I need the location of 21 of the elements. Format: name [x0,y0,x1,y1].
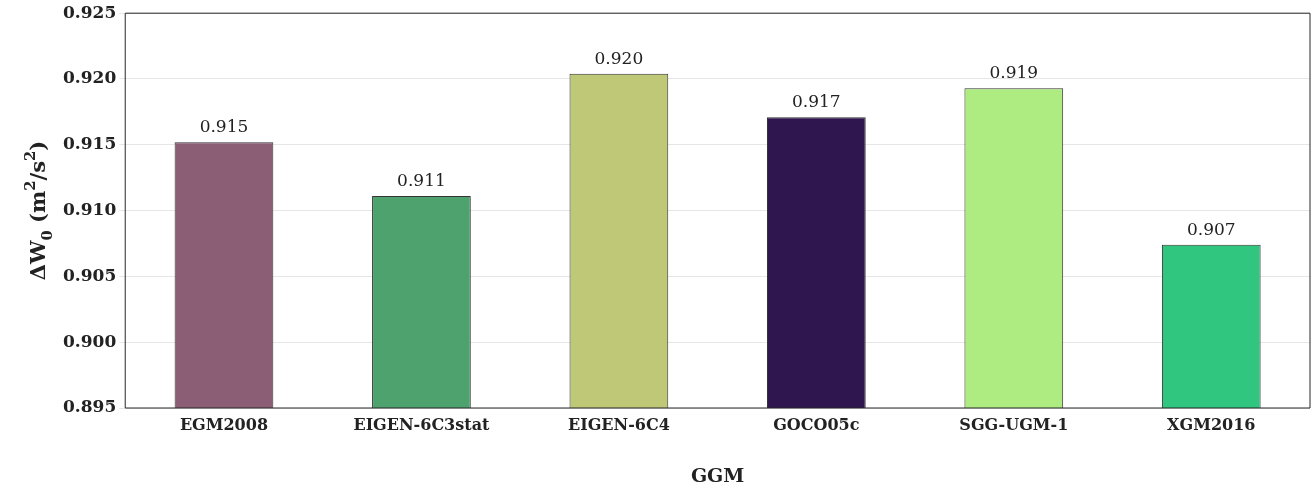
x-tick-label: GOCO05c [773,414,860,434]
y-tick-label: 0.895 [63,396,117,417]
y-tick-label: 0.910 [63,199,117,220]
x-tick-label: EIGEN-6C3stat [353,414,491,434]
data-label: 0.907 [1186,218,1236,239]
x-axis-title: GGM [690,463,745,486]
data-label: 0.911 [397,170,446,191]
y-tick-label: 0.915 [63,133,117,154]
y-tick-label: 0.920 [63,67,117,88]
data-label: 0.915 [199,116,249,137]
x-tick-label: SGG-UGM-1 [959,414,1069,434]
data-label: 0.917 [792,91,841,112]
data-label: 0.920 [594,47,644,68]
y-tick-label: 0.900 [63,330,117,351]
x-tick-label: XGM2016 [1167,414,1256,434]
y-axis-title: ΔW0 (m2/s2) [21,140,56,281]
y-tick-label: 0.905 [63,264,117,285]
x-tick-label: EIGEN-6C4 [567,414,670,434]
x-tick-label: EGM2008 [179,414,269,434]
data-label: 0.919 [989,62,1039,83]
y-tick-label: 0.925 [63,1,117,22]
